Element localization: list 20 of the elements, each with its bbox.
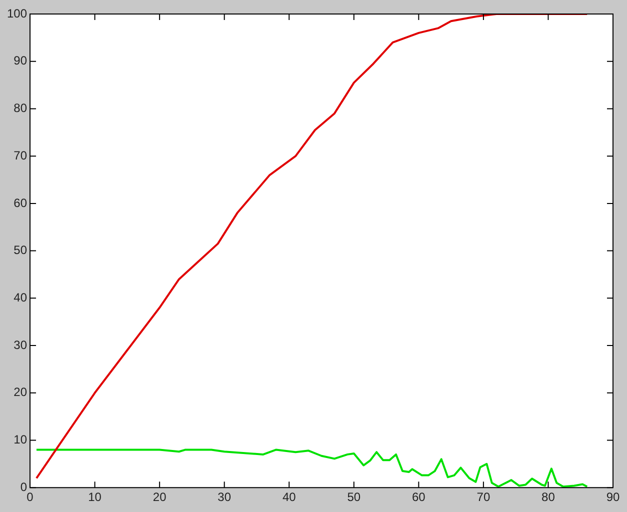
x-tick-label: 80 xyxy=(542,490,556,504)
y-tick-label: 40 xyxy=(14,290,28,304)
y-tick-label: 50 xyxy=(14,243,28,258)
x-tick-label: 60 xyxy=(412,490,426,504)
y-tick-label: 20 xyxy=(14,385,28,400)
x-tick-label: 10 xyxy=(88,490,102,504)
x-tick-label: 50 xyxy=(347,490,361,504)
y-tick-label: 60 xyxy=(14,196,28,210)
x-tick-label: 20 xyxy=(152,490,167,504)
x-tick-label: 70 xyxy=(476,490,490,504)
y-tick-label: 10 xyxy=(14,432,28,447)
x-tick-label: 40 xyxy=(282,490,296,504)
y-tick-label: 100 xyxy=(6,6,28,20)
y-tick-label: 80 xyxy=(14,101,28,116)
y-tick-label: 30 xyxy=(14,338,28,352)
y-tick-label: 90 xyxy=(14,54,28,68)
y-tick-label: 0 xyxy=(20,480,28,494)
x-tick-label: 30 xyxy=(218,490,232,504)
x-tick-label: 90 xyxy=(606,490,620,504)
y-tick-label: 70 xyxy=(14,148,28,162)
